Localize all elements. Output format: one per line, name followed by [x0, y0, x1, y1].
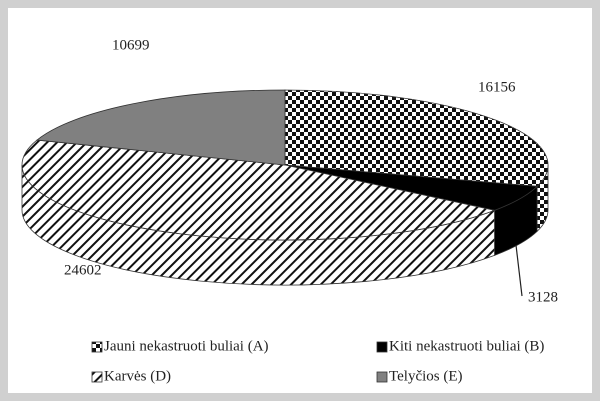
data-label: 24602: [64, 262, 102, 278]
legend-swatch: [376, 371, 388, 383]
legend-label: Kiti nekastruoti buliai (B): [389, 338, 544, 354]
legend-swatch: [91, 371, 103, 383]
legend-label: Jauni nekastruoti buliai (A): [104, 338, 269, 354]
legend-label: Karvės (D): [104, 368, 171, 384]
data-label: 3128: [528, 289, 558, 305]
slice: [35, 89, 286, 166]
pie: [21, 89, 549, 286]
legend-label: Telyčios (E): [389, 368, 463, 384]
slice: [21, 139, 496, 241]
leader-line: [515, 244, 523, 297]
legend: Jauni nekastruoti buliai (A) Kiti nekastr…: [91, 338, 544, 384]
data-label: 10699: [112, 37, 150, 53]
legend-swatch: [91, 341, 103, 353]
slice: [284, 89, 549, 187]
legend-swatch: [376, 341, 388, 353]
data-label: 16156: [478, 79, 516, 95]
